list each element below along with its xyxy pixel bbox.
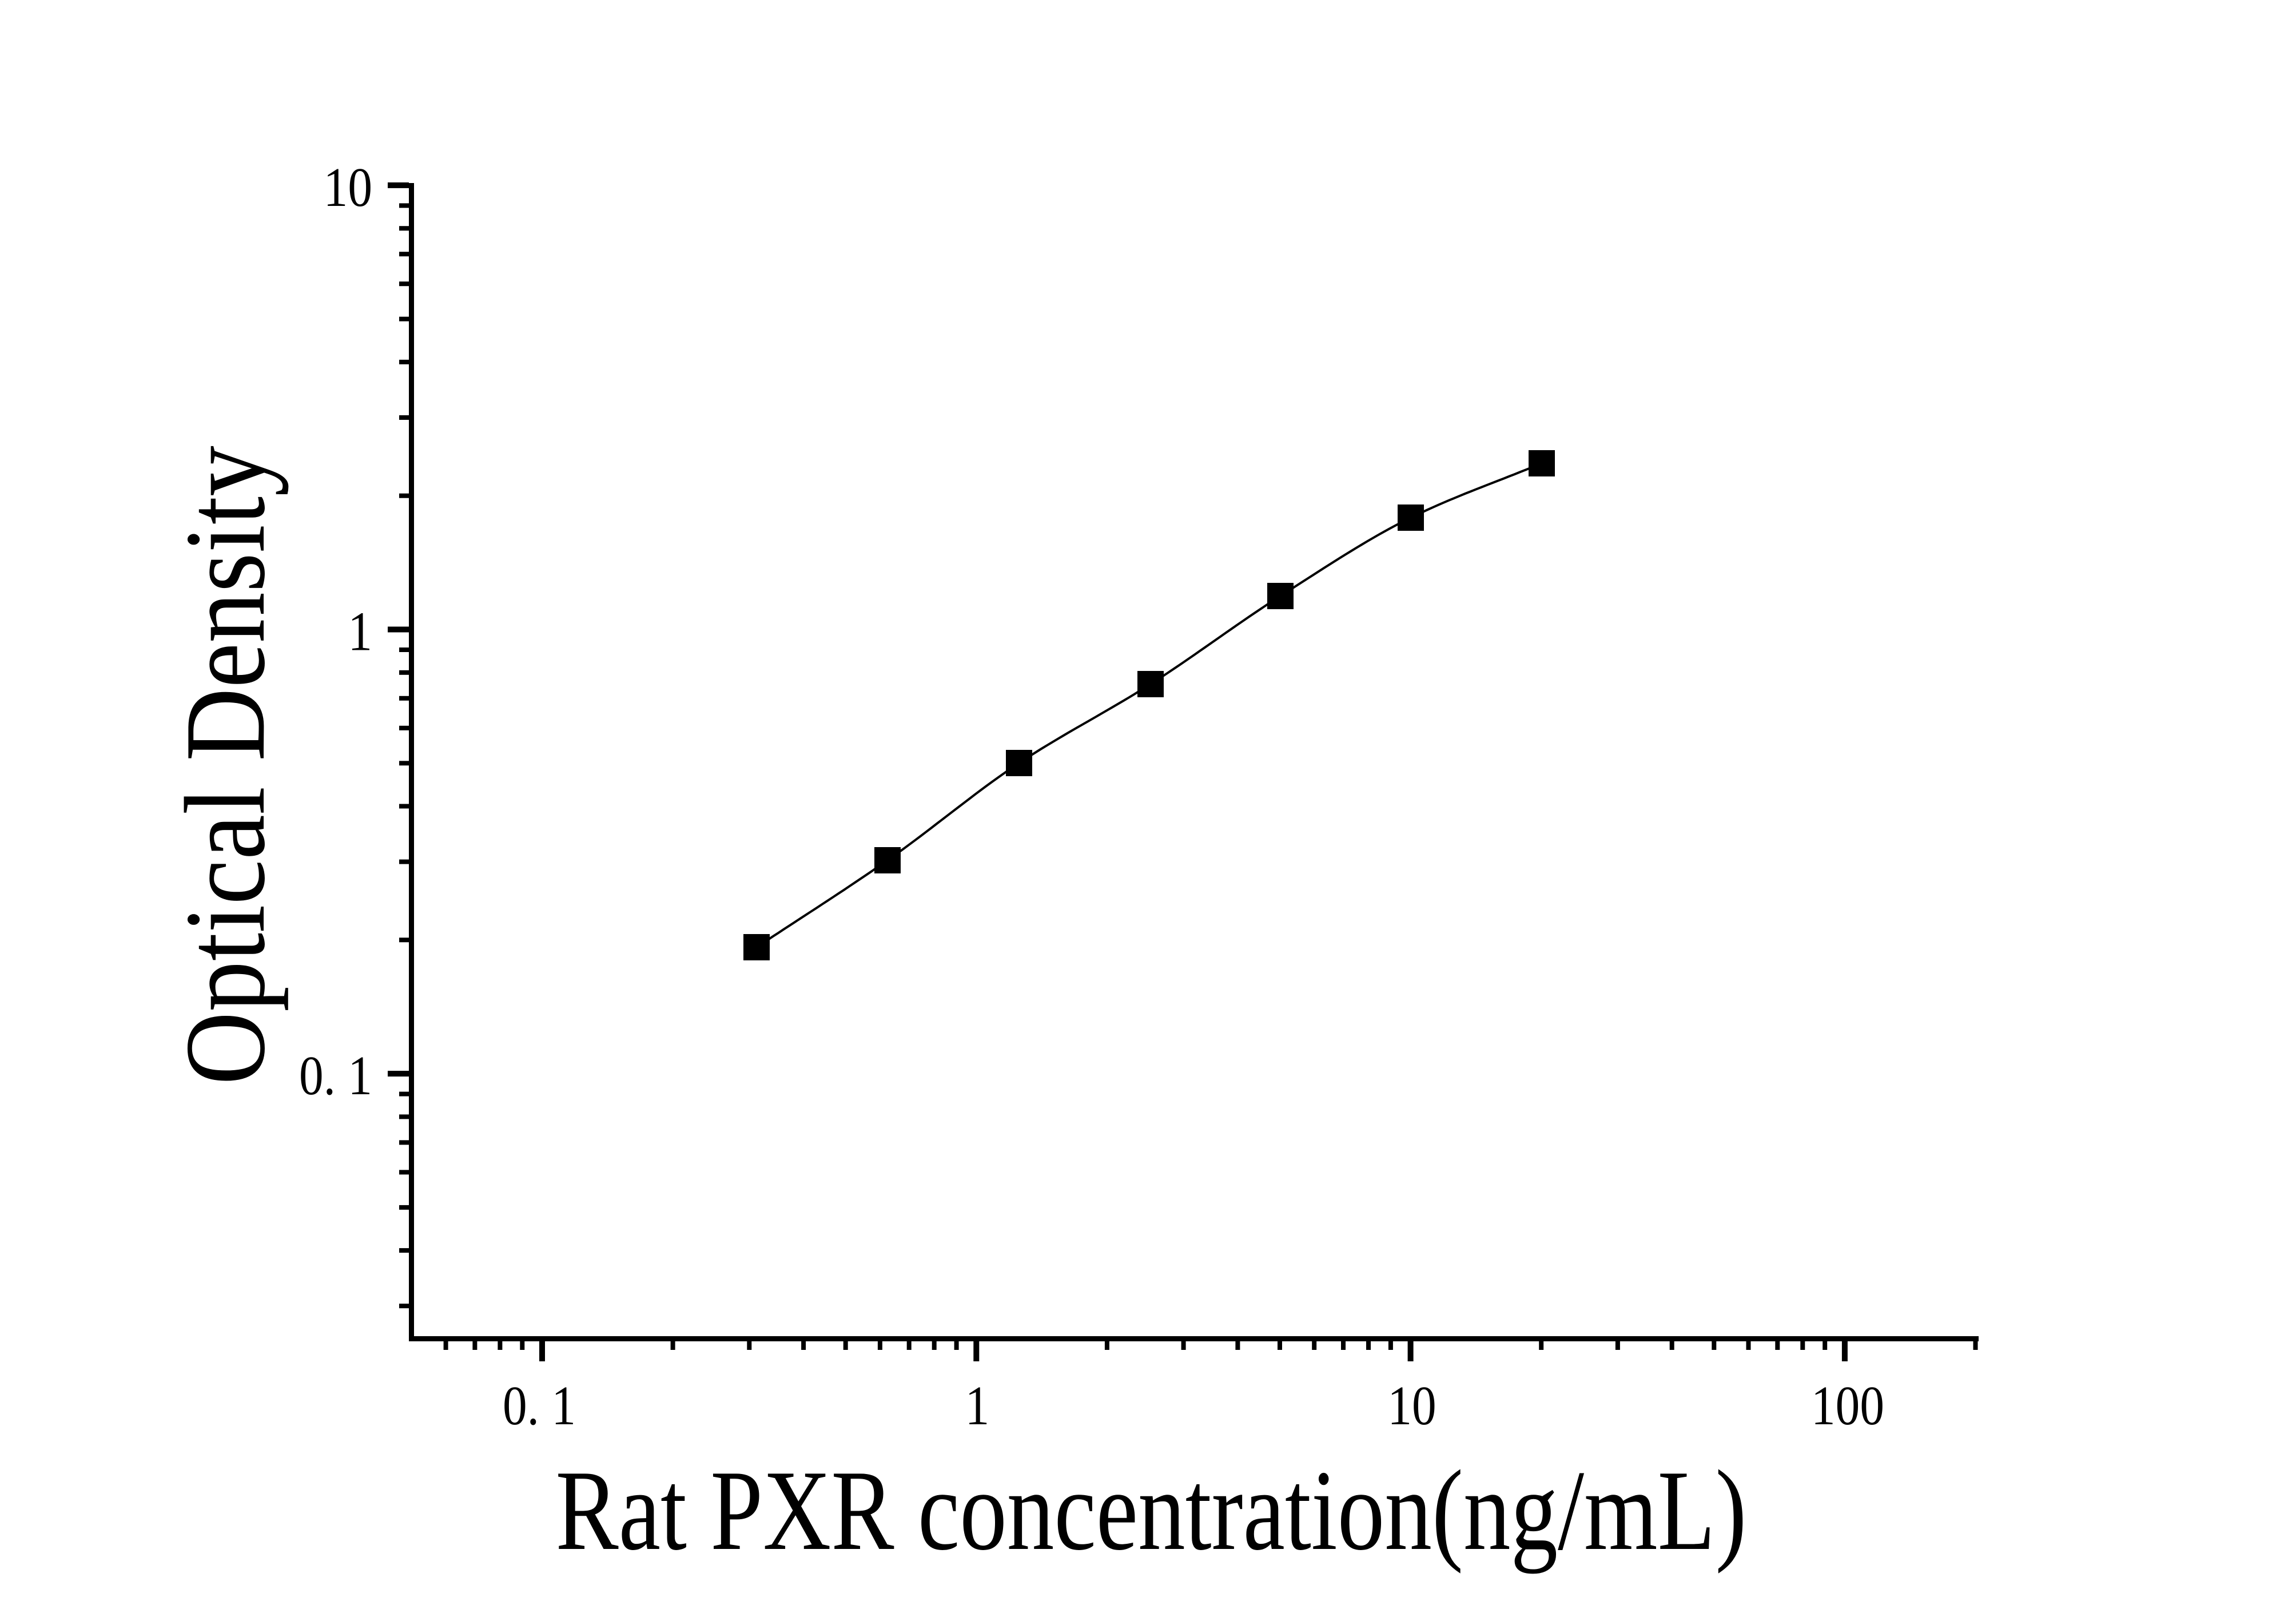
svg-text:10: 10	[324, 157, 372, 218]
svg-text:1: 1	[348, 601, 372, 662]
svg-text:1: 1	[965, 1375, 990, 1436]
svg-text:0. 1: 0. 1	[299, 1045, 372, 1106]
svg-text:Rat PXR concentration(ng/mL): Rat PXR concentration(ng/mL)	[555, 1447, 1746, 1574]
svg-text:0. 1: 0. 1	[503, 1375, 576, 1436]
svg-text:100: 100	[1811, 1375, 1884, 1436]
svg-text:10: 10	[1387, 1375, 1436, 1436]
svg-text:Optical Density: Optical Density	[161, 446, 289, 1085]
